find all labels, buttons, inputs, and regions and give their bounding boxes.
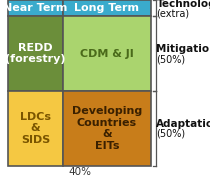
- Text: Near Term: Near Term: [3, 3, 68, 13]
- Bar: [8, 0, 63, 16]
- Text: (50%): (50%): [156, 129, 186, 139]
- Text: (50%): (50%): [156, 54, 186, 64]
- Text: REDD
(forestry): REDD (forestry): [5, 43, 66, 64]
- Text: Long Term: Long Term: [74, 3, 139, 13]
- Text: Mitigation: Mitigation: [156, 44, 210, 54]
- Text: Adaptation: Adaptation: [156, 119, 210, 129]
- Text: CDM & JI: CDM & JI: [80, 49, 134, 59]
- Text: LDCs
&
SIDS: LDCs & SIDS: [20, 112, 51, 145]
- Bar: [63, 91, 151, 166]
- Text: 40%: 40%: [68, 167, 91, 177]
- Bar: [63, 16, 151, 91]
- Text: Developing
Countries
&
EITs: Developing Countries & EITs: [72, 106, 142, 151]
- Bar: [8, 16, 63, 91]
- Bar: [63, 0, 151, 16]
- Bar: [8, 91, 63, 166]
- Text: (extra): (extra): [156, 9, 190, 19]
- Text: Technology: Technology: [156, 0, 210, 9]
